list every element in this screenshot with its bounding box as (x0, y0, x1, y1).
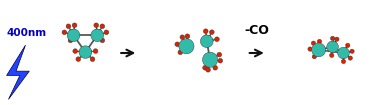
Circle shape (89, 50, 92, 53)
Circle shape (205, 35, 208, 38)
Circle shape (175, 42, 180, 47)
Circle shape (73, 29, 76, 32)
Circle shape (344, 48, 347, 51)
Circle shape (62, 30, 67, 35)
Polygon shape (6, 45, 29, 99)
Circle shape (95, 29, 98, 32)
Text: -CO: -CO (244, 24, 269, 37)
Circle shape (311, 41, 316, 45)
Circle shape (345, 54, 348, 57)
Circle shape (333, 42, 336, 44)
Circle shape (213, 65, 218, 70)
Text: 400nm: 400nm (7, 28, 47, 38)
Circle shape (203, 65, 208, 70)
Circle shape (100, 24, 105, 29)
Circle shape (104, 30, 109, 35)
Circle shape (331, 41, 334, 44)
Circle shape (315, 52, 318, 55)
Circle shape (180, 35, 185, 40)
Circle shape (79, 50, 82, 53)
Circle shape (350, 49, 354, 53)
Circle shape (330, 36, 335, 41)
Circle shape (100, 32, 103, 35)
Circle shape (70, 36, 74, 39)
Circle shape (98, 29, 101, 32)
Circle shape (317, 39, 322, 44)
Circle shape (70, 29, 73, 32)
Circle shape (203, 52, 218, 67)
Circle shape (331, 50, 333, 52)
Circle shape (342, 56, 345, 59)
Circle shape (345, 43, 350, 48)
Circle shape (318, 44, 321, 47)
Circle shape (73, 49, 77, 53)
Circle shape (67, 32, 70, 35)
Circle shape (217, 52, 222, 57)
Circle shape (206, 62, 209, 65)
Circle shape (66, 24, 71, 29)
Circle shape (185, 34, 190, 39)
Circle shape (208, 35, 211, 38)
Circle shape (98, 36, 101, 39)
Circle shape (341, 59, 345, 64)
Circle shape (211, 62, 214, 65)
Circle shape (327, 41, 338, 53)
Circle shape (308, 47, 312, 51)
Circle shape (68, 38, 73, 43)
Circle shape (79, 46, 92, 58)
Circle shape (208, 63, 211, 66)
Circle shape (209, 30, 214, 35)
Circle shape (346, 51, 349, 54)
Circle shape (72, 23, 77, 28)
Circle shape (76, 57, 81, 62)
Circle shape (203, 29, 208, 33)
Circle shape (312, 54, 316, 59)
Circle shape (180, 44, 183, 47)
Circle shape (218, 58, 223, 63)
Circle shape (348, 56, 353, 60)
Circle shape (179, 39, 194, 54)
Circle shape (93, 49, 98, 53)
Circle shape (330, 53, 334, 57)
Circle shape (200, 35, 213, 48)
Circle shape (183, 40, 186, 43)
Circle shape (314, 45, 318, 48)
Circle shape (206, 67, 211, 72)
Circle shape (182, 48, 185, 51)
Circle shape (335, 37, 339, 41)
Circle shape (80, 54, 84, 57)
Circle shape (338, 47, 349, 59)
Circle shape (313, 48, 316, 51)
Circle shape (311, 43, 325, 57)
Circle shape (178, 50, 183, 55)
Circle shape (215, 37, 219, 42)
Circle shape (214, 59, 217, 62)
Circle shape (87, 54, 90, 57)
Circle shape (185, 40, 189, 43)
Circle shape (94, 23, 99, 28)
Circle shape (100, 38, 105, 43)
Circle shape (91, 29, 104, 42)
Circle shape (90, 57, 95, 62)
Circle shape (213, 56, 216, 59)
Circle shape (67, 29, 80, 42)
Circle shape (210, 39, 213, 42)
